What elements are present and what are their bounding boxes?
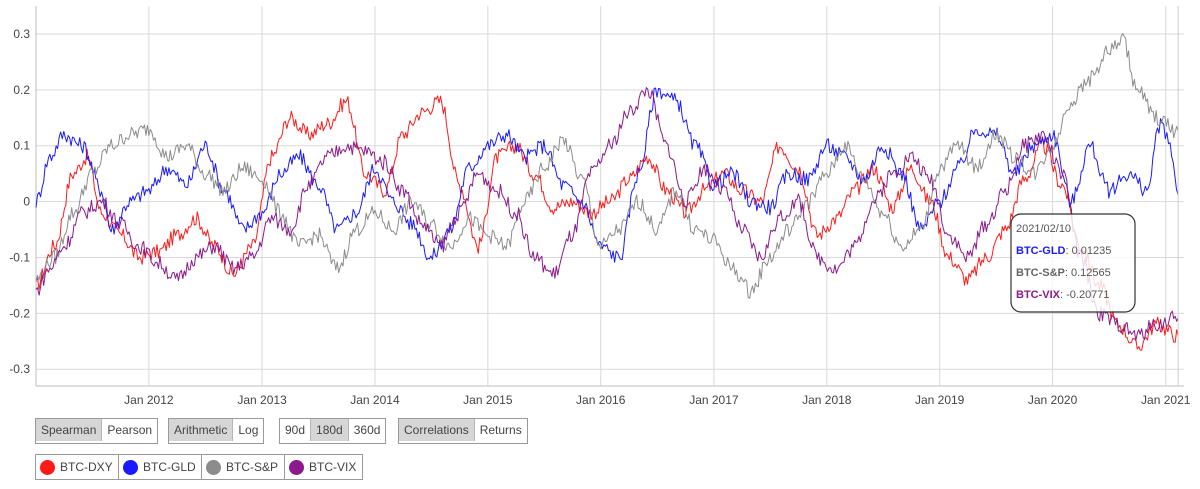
pearson-button[interactable]: Pearson [107,423,153,437]
window-360d-button[interactable]: 360d [353,423,381,437]
x-tick-label: Jan 2013 [237,393,287,407]
legend-item-btc-gld[interactable]: BTC-GLD [118,454,203,480]
x-tick-label: Jan 2015 [463,393,513,407]
tooltip-date: 2021/02/10 [1016,223,1071,235]
series-lines [35,33,1179,351]
tooltip-box [1010,213,1136,313]
series-line-btc-s-p [35,33,1179,299]
correlations-button[interactable]: Correlations [399,419,475,441]
tooltip-row-value: : 0.01235 [1066,245,1112,257]
method-toggle: Spearman Pearson [35,418,159,444]
correlation-chart[interactable]: 0.30.20.10-0.1-0.2-0.3 Jan 2012 Jan 2013 J… [0,0,1200,410]
view-toggle: Correlations Returns [398,418,528,444]
series-line-btc-dxy [35,95,1179,351]
tooltip-row-label: BTC-S&P [1016,267,1065,279]
window-180d-button[interactable]: 180d [311,419,349,441]
legend-label-btc-gld: BTC-GLD [143,460,196,474]
legend-dot-btc-dxy [40,459,55,475]
x-tick-label: Jan 2021 [1141,393,1191,407]
y-tick-label: -0.3 [9,362,30,376]
tooltip-row-value: : 0.12565 [1065,267,1111,279]
x-tick-label: Jan 2016 [576,393,626,407]
tooltip-row: BTC-S&P: 0.12565 [1016,267,1111,279]
y-tick-label: -0.1 [9,250,30,264]
y-tick-label: 0.2 [13,83,30,97]
x-tick-label: Jan 2018 [802,393,852,407]
spearman-button[interactable]: Spearman [36,419,103,441]
legend-dot-btc-gld [123,459,138,475]
x-tick-label: Jan 2020 [1028,393,1078,407]
series-line-btc-gld [35,87,1179,263]
x-axis: Jan 2012 Jan 2013 Jan 2014 Jan 2015 Jan 2016… [124,393,1191,407]
legend-dot-btc-sp [206,459,221,475]
x-tick-label: Jan 2012 [124,393,174,407]
legend-item-btc-sp[interactable]: BTC-S&P [201,454,286,480]
window-90d-button[interactable]: 90d [280,419,312,441]
scale-toggle: Arithmetic Log [168,418,265,444]
tooltip-row-value: : -0.20771 [1060,289,1110,301]
series-line-btc-vix [35,87,1179,342]
y-tick-label: 0.3 [13,27,30,41]
legend-label-btc-sp: BTC-S&P [226,460,279,474]
x-tick-label: Jan 2017 [689,393,739,407]
y-axis: 0.3 0.2 0.1 0 -0.1 -0.2 -0.3 [9,27,30,376]
y-tick-label: 0.1 [13,139,30,153]
x-tick-label: Jan 2014 [350,393,400,407]
tooltip-row-label: BTC-VIX [1016,289,1061,301]
tooltip-row: BTC-GLD: 0.01235 [1016,245,1111,257]
tooltip-row: BTC-VIX: -0.20771 [1016,289,1110,301]
y-tick-label: -0.2 [9,306,30,320]
arithmetic-button[interactable]: Arithmetic [169,419,234,441]
grid-lines [35,6,1184,387]
legend-item-btc-vix[interactable]: BTC-VIX [284,454,364,480]
legend-item-btc-dxy[interactable]: BTC-DXY [35,454,120,480]
tooltip-row-label: BTC-GLD [1016,245,1066,257]
y-tick-label: 0 [23,195,30,209]
legend-label-btc-vix: BTC-VIX [309,460,357,474]
x-tick-label: Jan 2019 [915,393,965,407]
returns-button[interactable]: Returns [479,423,522,437]
window-toggle: 90d 180d 360d [279,418,387,444]
legend-label-btc-dxy: BTC-DXY [60,460,113,474]
log-button[interactable]: Log [238,423,259,437]
legend-dot-btc-vix [289,459,304,475]
